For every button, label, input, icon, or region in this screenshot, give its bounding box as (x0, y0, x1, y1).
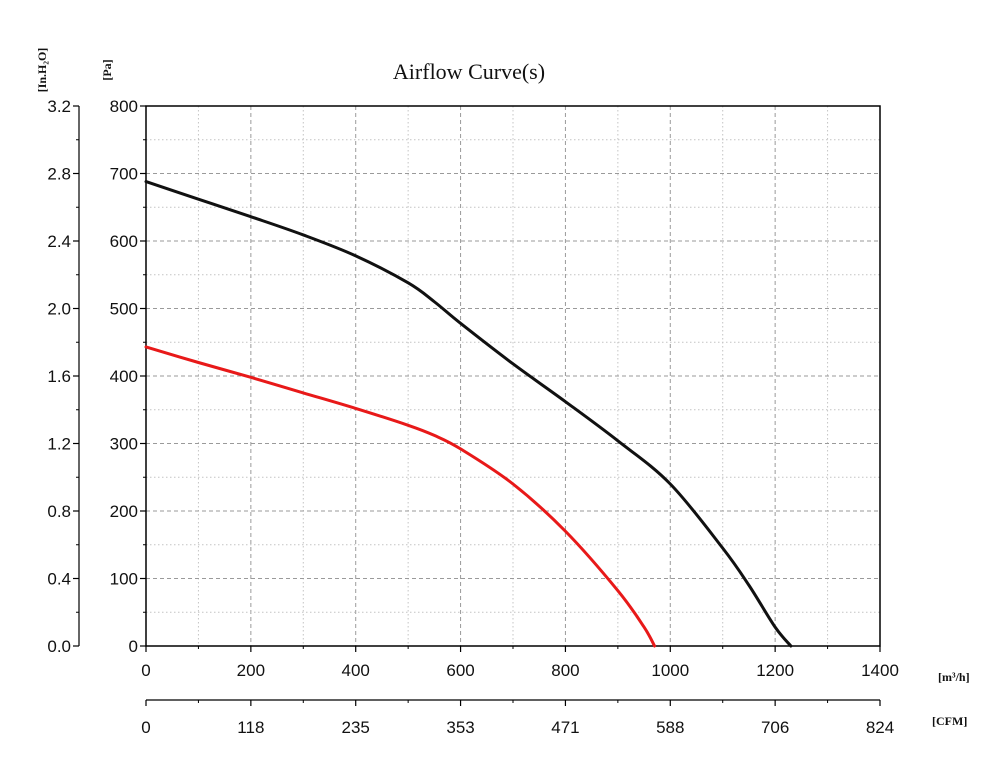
series-line-1 (144, 180, 793, 648)
x2-tick-label: 588 (656, 718, 684, 737)
grid (146, 106, 880, 646)
x2-unit-label: [CFM] (932, 714, 967, 728)
y-tick-label: 700 (110, 165, 138, 184)
y2-tick-label: 2.0 (47, 300, 71, 319)
y2-tick-label: 2.8 (47, 165, 71, 184)
y2-tick-label: 2.4 (47, 232, 71, 251)
x-tick-label: 800 (551, 661, 579, 680)
y2-unit-label: [In.H₂O] (35, 48, 49, 93)
series-line-2 (144, 345, 657, 648)
x2-tick-label: 824 (866, 718, 894, 737)
y-unit-label: [Pa] (100, 59, 114, 80)
x-tick-label: 0 (141, 661, 150, 680)
y2-tick-label: 0.8 (47, 502, 71, 521)
x2-tick-label: 471 (551, 718, 579, 737)
axes: 0 0.0 100 0.4 200 0.8 300 1.2 400 1.6 500 2.0 600 2.4… (47, 97, 899, 737)
y2-tick-label: 1.2 (47, 435, 71, 454)
y-tick-label: 200 (110, 502, 138, 521)
x-tick-label: 600 (446, 661, 474, 680)
y-tick-label: 100 (110, 570, 138, 589)
y-tick-label: 800 (110, 97, 138, 116)
chart-title: Airflow Curve(s) (393, 59, 545, 84)
y-tick-label: 600 (110, 232, 138, 251)
y-tick-label: 0 (129, 637, 138, 656)
x-tick-label: 200 (237, 661, 265, 680)
y2-tick-label: 0.4 (47, 570, 71, 589)
y-tick-label: 500 (110, 300, 138, 319)
x2-tick-label: 235 (342, 718, 370, 737)
y-tick-label: 400 (110, 367, 138, 386)
y2-tick-label: 3.2 (47, 97, 71, 116)
x-unit-label: [m³/h] (938, 670, 970, 684)
x2-tick-label: 0 (141, 718, 150, 737)
x-tick-label: 1200 (756, 661, 794, 680)
x2-tick-label: 118 (237, 718, 264, 737)
x-tick-label: 1000 (651, 661, 689, 680)
series-layer (144, 180, 793, 648)
y2-tick-label: 0.0 (47, 637, 71, 656)
x2-tick-label: 706 (761, 718, 789, 737)
x2-tick-label: 353 (446, 718, 474, 737)
y2-tick-label: 1.6 (47, 367, 71, 386)
y-tick-label: 300 (110, 435, 138, 454)
x-tick-label: 400 (342, 661, 370, 680)
x-tick-label: 1400 (861, 661, 899, 680)
